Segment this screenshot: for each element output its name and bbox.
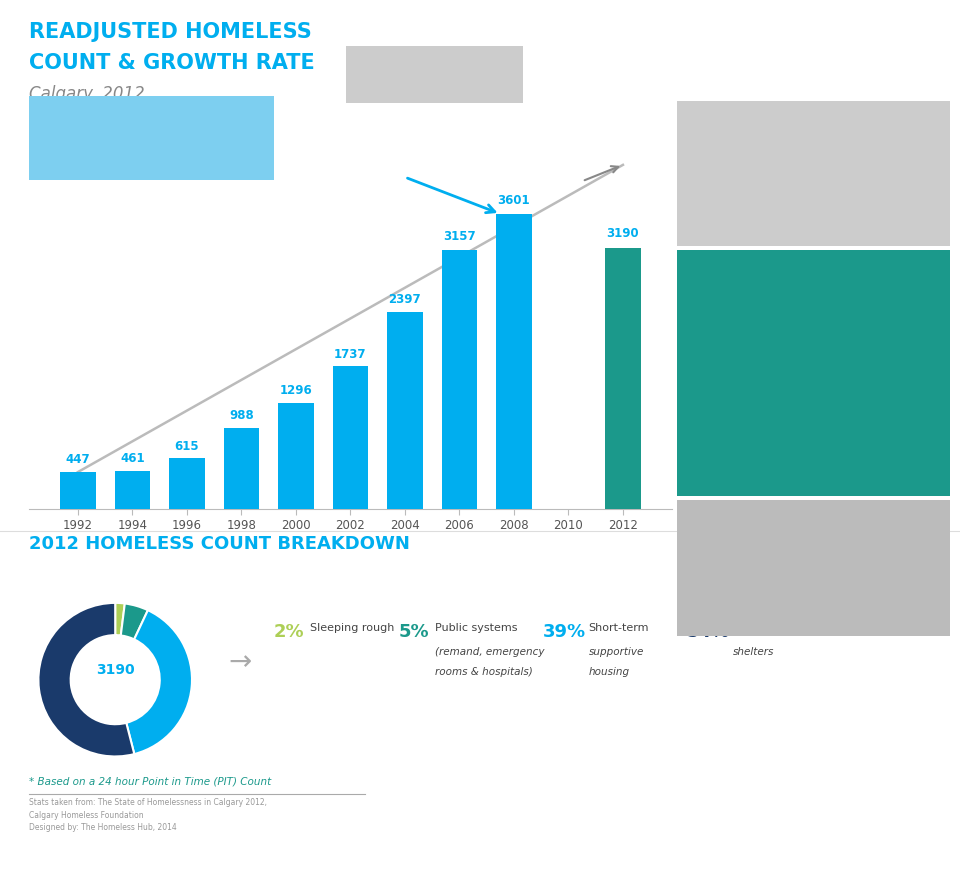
Text: 54%: 54%: [686, 623, 730, 641]
Text: -1010: -1010: [797, 110, 930, 152]
Text: 3190: 3190: [96, 664, 134, 677]
Text: 615: 615: [175, 439, 199, 453]
Text: were counted than predicted
in business as usual projections.: were counted than predicted in business …: [689, 370, 852, 394]
Text: 4200: 4200: [689, 128, 718, 138]
Text: rooms & hospitals): rooms & hospitals): [435, 667, 533, 676]
Text: →: →: [228, 648, 252, 676]
Text: Emergency: Emergency: [732, 623, 796, 632]
Bar: [387, 312, 422, 509]
Text: 1296: 1296: [279, 384, 312, 397]
Text: In
2012, 24% fewer homeless: In 2012, 24% fewer homeless: [689, 342, 841, 366]
Text: 1737: 1737: [334, 348, 367, 360]
Text: IN THE CITY OF CALGARY: IN THE CITY OF CALGARY: [689, 504, 811, 514]
Text: Stats taken from: The State of Homelessness in Calgary 2012,
Calgary Homeless Fo: Stats taken from: The State of Homelessn…: [29, 798, 267, 832]
Bar: [60, 472, 96, 509]
Wedge shape: [115, 602, 125, 636]
Text: Calgary, 2012: Calgary, 2012: [29, 85, 145, 103]
Text: 2%: 2%: [274, 623, 304, 641]
Text: was: was: [360, 63, 382, 73]
Bar: [278, 403, 314, 509]
Wedge shape: [38, 602, 134, 757]
Text: 10 YEAR PLAN: 10 YEAR PLAN: [360, 51, 449, 61]
Wedge shape: [121, 603, 148, 639]
Text: 3157: 3157: [444, 230, 476, 243]
Text: COUNT & GROWTH RATE: COUNT & GROWTH RATE: [29, 53, 315, 73]
Text: 461: 461: [120, 453, 145, 465]
Text: 447: 447: [65, 453, 90, 467]
Text: 39%: 39%: [542, 623, 586, 641]
Bar: [442, 250, 477, 509]
Text: Public systems: Public systems: [435, 623, 517, 632]
Text: HOMELESS
COUNTED: HOMELESS COUNTED: [90, 681, 140, 702]
Text: INDIVIDUALS USE THE
SHELTER SYSTEM ANNUALLY: INDIVIDUALS USE THE SHELTER SYSTEM ANNUA…: [689, 553, 835, 575]
Text: * Based on a 24 hour Point in Time (PIT) Count: * Based on a 24 hour Point in Time (PIT)…: [29, 776, 271, 786]
Text: shelters: shelters: [732, 647, 774, 657]
Text: 3601: 3601: [497, 194, 530, 207]
Text: housing: housing: [588, 667, 630, 676]
Text: Linear forecast trend
estimated: Linear forecast trend estimated: [689, 107, 799, 131]
Text: Without the 10 Year Plan, the
homeless count would have
continued to increase (a: Without the 10 Year Plan, the homeless c…: [689, 267, 835, 319]
Text: (remand, emergency: (remand, emergency: [435, 647, 544, 657]
Bar: [605, 247, 640, 509]
Text: Sleeping rough: Sleeping rough: [310, 623, 395, 632]
Text: Short-term: Short-term: [588, 623, 649, 632]
Bar: [224, 428, 259, 509]
Text: 3190: 3190: [607, 227, 639, 240]
Wedge shape: [127, 610, 192, 754]
Text: 2397: 2397: [389, 293, 421, 306]
Text: 15,000 TO 17,000: 15,000 TO 17,000: [689, 522, 882, 541]
Bar: [496, 214, 532, 509]
Text: READJUSTED HOMELESS: READJUSTED HOMELESS: [29, 22, 312, 42]
Text: 5%: 5%: [398, 623, 429, 641]
Text: Calgary is the epicentre of
homelessness in Alberta,
driven by migration, and
th: Calgary is the epicentre of homelessness…: [41, 103, 183, 157]
Text: 988: 988: [229, 409, 253, 422]
Text: implemented in 2008: implemented in 2008: [360, 75, 480, 85]
Text: 2012 HOMELESS COUNT BREAKDOWN: 2012 HOMELESS COUNT BREAKDOWN: [29, 535, 410, 553]
Text: THE VALUE OF EVALUATION:: THE VALUE OF EVALUATION:: [689, 254, 853, 264]
Text: would
be homeless in 2012: would be homeless in 2012: [728, 128, 836, 152]
Bar: [333, 367, 368, 509]
Bar: [114, 471, 150, 509]
Text: supportive: supportive: [588, 647, 644, 657]
Bar: [169, 459, 204, 509]
